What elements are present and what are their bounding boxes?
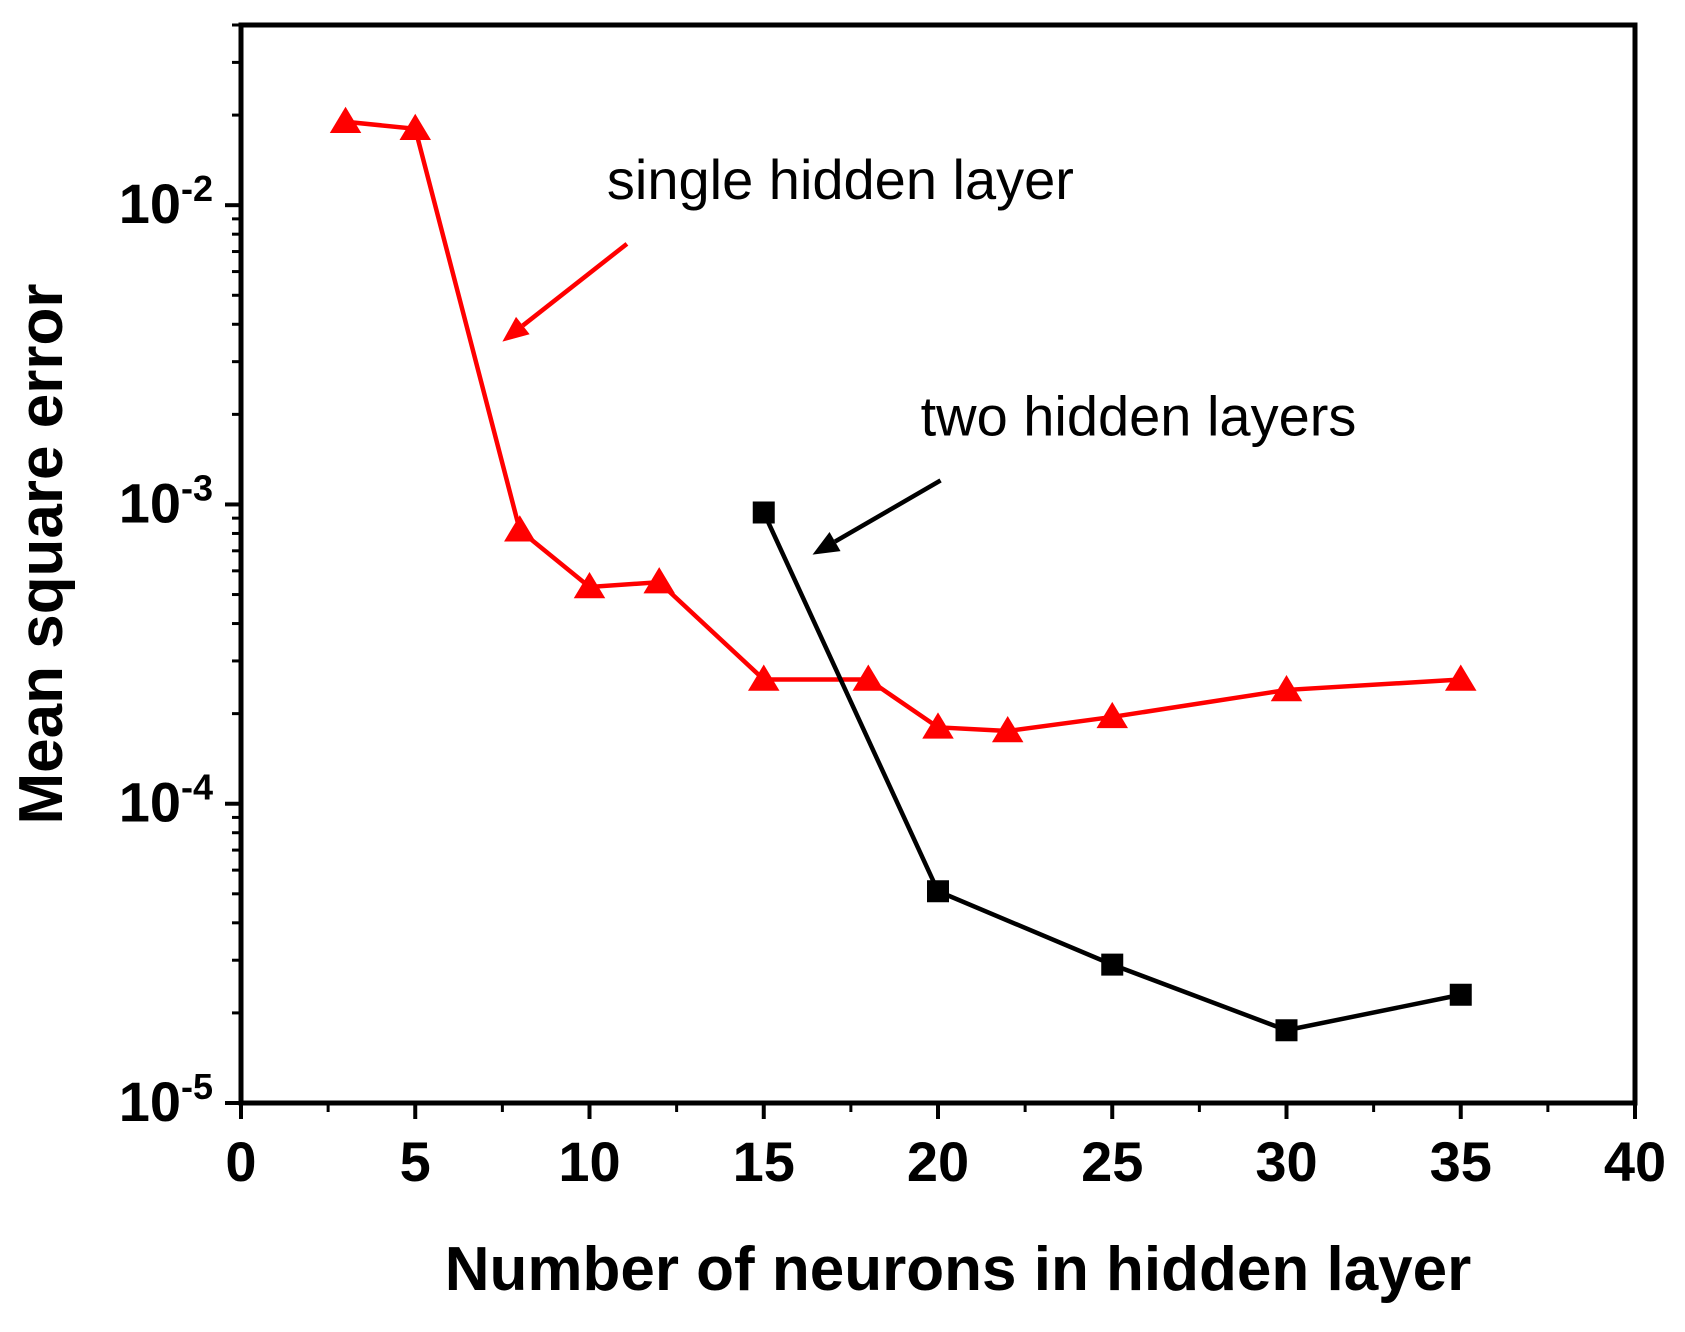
annotation-label: single hidden layer (607, 148, 1074, 211)
series-line (761, 511, 1462, 1033)
series-layer (329, 106, 1477, 1042)
y-tick-label: 10-2 (119, 168, 213, 235)
data-point (1270, 674, 1303, 702)
data-point (643, 567, 675, 594)
data-point (399, 113, 431, 141)
series-2 (752, 501, 1472, 1042)
arrow-head (502, 316, 530, 342)
x-axis-ticks: 0 5 10 15 20 25 30 35 40 (225, 1103, 1666, 1193)
data-point (573, 571, 606, 599)
y-tick-label: 10-5 (119, 1066, 213, 1133)
data-point (504, 515, 536, 542)
data-point (329, 106, 362, 134)
annotation-arrow (833, 478, 942, 544)
series-1 (329, 106, 1477, 743)
y-tick-label: 10-3 (119, 467, 213, 534)
data-point (752, 501, 775, 524)
data-point (927, 880, 949, 903)
annotation-1: single hidden layer (502, 148, 1074, 342)
data-point (1449, 983, 1472, 1006)
annotation-label: two hidden layers (921, 384, 1357, 447)
data-point (1101, 953, 1124, 976)
data-point (748, 664, 780, 691)
x-tick-label: 30 (1255, 1130, 1317, 1193)
data-point (852, 664, 885, 691)
x-tick-label: 10 (558, 1130, 620, 1193)
annotations: single hidden layer two hidden layers (502, 148, 1356, 555)
x-tick-label: 5 (400, 1130, 431, 1193)
data-point (922, 712, 954, 739)
x-axis-title: Number of neurons in hidden layer (445, 1235, 1472, 1304)
annotation-2: two hidden layers (812, 384, 1357, 555)
data-point (991, 715, 1024, 743)
x-tick-label: 0 (225, 1130, 256, 1193)
x-tick-label: 15 (733, 1130, 795, 1193)
arrow-head (812, 532, 841, 555)
x-tick-label: 20 (907, 1130, 969, 1193)
x-tick-label: 25 (1081, 1130, 1143, 1193)
x-tick-label: 40 (1604, 1130, 1666, 1193)
series-line (345, 119, 1461, 734)
data-point (1275, 1019, 1298, 1042)
annotation-arrow (521, 242, 629, 328)
data-point (1445, 664, 1477, 691)
y-tick-label: 10-4 (119, 767, 213, 834)
y-axis-title: Mean square error (7, 284, 76, 825)
data-point (1096, 701, 1128, 729)
y-axis-ticks: 10-5 10-4 10-3 10-2 (119, 23, 241, 1133)
x-tick-label: 35 (1430, 1130, 1492, 1193)
